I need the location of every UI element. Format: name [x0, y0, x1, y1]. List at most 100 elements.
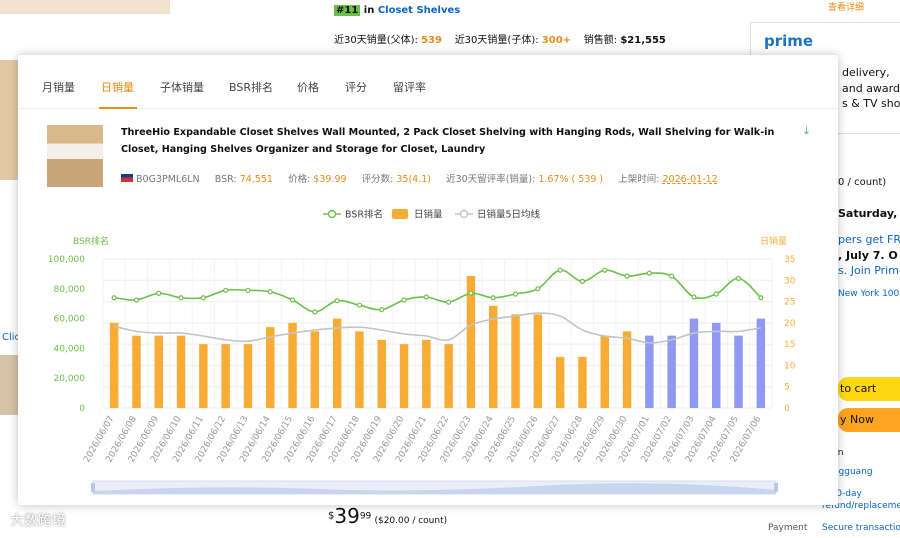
right-line: and award-	[842, 82, 900, 95]
bar	[578, 356, 587, 408]
img-left2	[0, 355, 18, 415]
point	[468, 290, 474, 296]
bar	[555, 356, 565, 408]
zoom-handle[interactable]	[91, 483, 95, 492]
tab-active[interactable]: 日销量	[101, 81, 134, 94]
delivery-day: Saturday, Jul	[838, 207, 900, 220]
legend-label: 日销量	[414, 209, 443, 221]
bar	[511, 314, 520, 408]
buy-now[interactable]: y Now	[838, 408, 900, 432]
point	[356, 302, 363, 308]
point	[669, 273, 675, 279]
location[interactable]: New York 10001	[838, 289, 900, 299]
join-prime[interactable]: s. Join Prime	[838, 264, 900, 277]
bar	[399, 344, 409, 408]
point	[624, 273, 630, 279]
bar	[377, 339, 386, 408]
bar	[712, 322, 721, 408]
point	[334, 298, 340, 304]
img-strip	[0, 0, 170, 14]
label: 近30天销量(父体):	[334, 35, 418, 46]
bar	[622, 331, 632, 408]
bar	[667, 335, 676, 408]
members: pers get FRE	[838, 233, 900, 246]
tab[interactable]: 月销量	[42, 81, 75, 94]
tab-underline	[99, 107, 137, 109]
watermark: 大数跨境	[10, 513, 66, 529]
price: $3999 ($20.00 / count)	[328, 504, 447, 528]
right-line: delivery,	[842, 66, 890, 79]
point	[223, 287, 229, 293]
bar	[109, 322, 119, 408]
zoom-preview	[93, 483, 776, 494]
point	[713, 291, 719, 297]
point	[691, 294, 697, 300]
point	[602, 267, 608, 273]
label: BSR:	[214, 174, 237, 185]
label: 近30天销量(子体):	[454, 35, 539, 46]
legend-label: 日销量5日均线	[477, 209, 541, 221]
point	[446, 299, 452, 305]
sales-modal: 月销量 日销量 子体销量 BSR排名 价格 评分 留评率 ThreeHio Ex…	[18, 55, 838, 505]
rank-in: in	[363, 5, 375, 16]
y-axis-title: BSR排名	[73, 235, 109, 247]
point	[535, 286, 541, 292]
point	[289, 297, 296, 303]
point	[401, 297, 407, 303]
flag	[121, 174, 133, 182]
bar	[154, 335, 163, 408]
y2-tick-label: 10	[784, 361, 796, 371]
point	[557, 267, 563, 273]
bar	[243, 344, 253, 408]
label: 销售额:	[583, 35, 618, 46]
bar	[221, 344, 230, 408]
bar	[466, 276, 476, 408]
refund: refund/replaceme	[822, 501, 900, 511]
bar	[600, 335, 609, 408]
zoom-handle[interactable]	[774, 483, 778, 492]
add-to-cart[interactable]: to cart	[838, 377, 900, 401]
value: $21,555	[620, 35, 666, 46]
y2-tick-label: 5	[784, 383, 790, 393]
y2-tick-label: 0	[784, 404, 790, 414]
value: 1.67% ( 539 )	[538, 174, 604, 185]
point	[758, 295, 764, 301]
prime: prime	[764, 32, 814, 50]
detail-link[interactable]: 查看详细	[828, 3, 865, 13]
tab[interactable]: 子体销量	[160, 81, 204, 94]
fast: , July 7. O	[838, 249, 898, 262]
y2-tick-label: 30	[784, 276, 796, 286]
tab[interactable]: BSR排名	[229, 81, 273, 94]
point	[512, 291, 519, 297]
bar	[422, 339, 431, 408]
download[interactable]: ⤓	[804, 124, 809, 137]
left-link[interactable]: Clic	[2, 332, 21, 343]
label: 近30天留评率(销量):	[446, 174, 536, 185]
value: 300+	[541, 35, 572, 46]
meta-row: B0G3PML6LN BSR: 74,551 价格: $39.99 评分数: 3…	[121, 171, 718, 185]
line	[113, 312, 761, 344]
y-tick-label: 80,000	[54, 285, 86, 295]
legend-swatch	[392, 209, 408, 219]
label: 评分数:	[361, 174, 394, 185]
bar	[266, 327, 275, 408]
bar	[645, 335, 654, 408]
sales-row: 近30天销量(父体): 539 近30天销量(子体): 300+ 销售额: $2…	[334, 31, 666, 46]
bar	[444, 344, 453, 408]
legend-label: BSR排名	[345, 209, 383, 221]
point	[646, 270, 652, 276]
y2-tick-label: 15	[784, 340, 795, 350]
value: 2026-01-12	[662, 174, 718, 185]
asin[interactable]: B0G3PML6LN	[136, 174, 200, 185]
y2-tick-label: 20	[784, 319, 796, 329]
rank-category[interactable]: Closet Shelves	[377, 5, 461, 16]
bar	[132, 335, 141, 408]
legend-swatch	[327, 209, 337, 219]
tab[interactable]: 价格	[297, 81, 319, 94]
tab[interactable]: 留评率	[393, 81, 426, 94]
point	[178, 295, 184, 301]
point	[490, 295, 496, 301]
tab[interactable]: 评分	[345, 81, 367, 94]
price-fraction: 99	[359, 511, 372, 522]
count-note: 0 / count)	[838, 177, 887, 188]
